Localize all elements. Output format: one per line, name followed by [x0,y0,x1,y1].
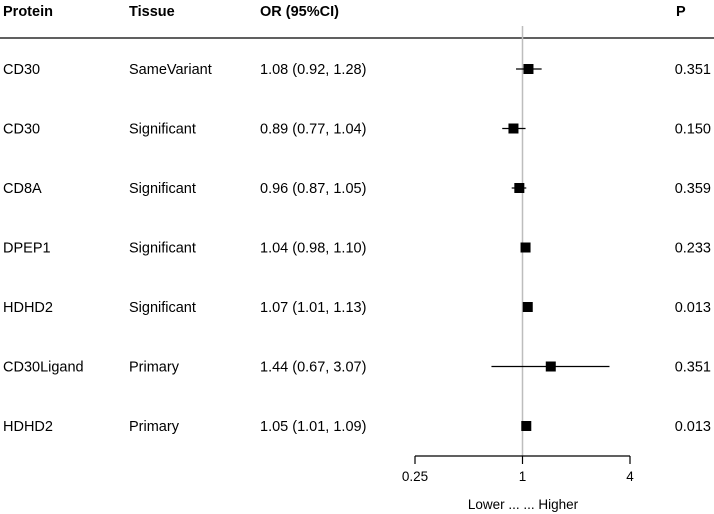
or-point-marker [520,242,531,253]
tissue-cell: Significant [129,181,196,197]
table-rows: CD30 SameVariant 1.08 (0.92, 1.28) 0.351CD3… [3,62,711,435]
or-ci-cell: 1.07 (1.01, 1.13) [260,300,366,316]
or-ci-cell: 1.04 (0.98, 1.10) [260,241,366,257]
or-ci-cell: 1.05 (1.01, 1.09) [260,419,366,435]
protein-cell: CD30 [3,122,40,138]
protein-cell: CD30Ligand [3,360,84,376]
protein-cell: DPEP1 [3,241,51,257]
header-or-ci: OR (95%CI) [260,4,339,20]
table-row: DPEP1 Significant 1.04 (0.98, 1.10) 0.233 [3,241,711,257]
table-row: CD30Ligand Primary 1.44 (0.67, 3.07) 0.351 [3,360,711,376]
x-axis-direction-note: Lower ... ... Higher [468,497,579,512]
table-row: CD8A Significant 0.96 (0.87, 1.05) 0.359 [3,181,711,197]
or-point-marker [508,123,519,134]
tissue-cell: Primary [129,360,180,376]
x-tick-label: 1 [519,469,527,484]
p-value-cell: 0.351 [675,360,711,376]
tissue-cell: Significant [129,122,196,138]
tissue-cell: SameVariant [129,62,212,78]
p-value-cell: 0.013 [675,419,711,435]
table-row: CD30 SameVariant 1.08 (0.92, 1.28) 0.351 [3,62,711,78]
table-row: HDHD2 Significant 1.07 (1.01, 1.13) 0.013 [3,300,711,316]
x-tick-label: 4 [626,469,634,484]
tissue-cell: Primary [129,419,180,435]
protein-cell: CD8A [3,181,42,197]
header-protein: Protein [3,4,53,20]
or-point-marker [521,421,532,431]
protein-cell: CD30 [3,62,40,78]
p-value-cell: 0.150 [675,122,711,138]
or-point-marker [514,183,525,193]
tissue-cell: Significant [129,241,196,257]
x-axis: 0.25 1 4 [402,455,634,484]
or-point-marker [523,64,534,74]
header-p: P [676,4,686,20]
or-ci-cell: 1.08 (0.92, 1.28) [260,62,366,78]
protein-cell: HDHD2 [3,300,53,316]
header-tissue: Tissue [129,4,175,20]
p-value-cell: 0.351 [675,62,711,78]
protein-cell: HDHD2 [3,419,53,435]
table-row: HDHD2 Primary 1.05 (1.01, 1.09) 0.013 [3,419,711,435]
table-header: Protein Tissue OR (95%CI) P [3,4,686,20]
or-point-marker [545,361,556,372]
or-ci-cell: 0.89 (0.77, 1.04) [260,122,366,138]
or-point-marker [522,302,533,312]
p-value-cell: 0.359 [675,181,711,197]
table-row: CD30 Significant 0.89 (0.77, 1.04) 0.150 [3,122,711,138]
or-ci-cell: 1.44 (0.67, 3.07) [260,360,366,376]
or-ci-cell: 0.96 (0.87, 1.05) [260,181,366,197]
x-tick-label: 0.25 [402,469,428,484]
p-value-cell: 0.013 [675,300,711,316]
tissue-cell: Significant [129,300,196,316]
p-value-cell: 0.233 [675,241,711,257]
